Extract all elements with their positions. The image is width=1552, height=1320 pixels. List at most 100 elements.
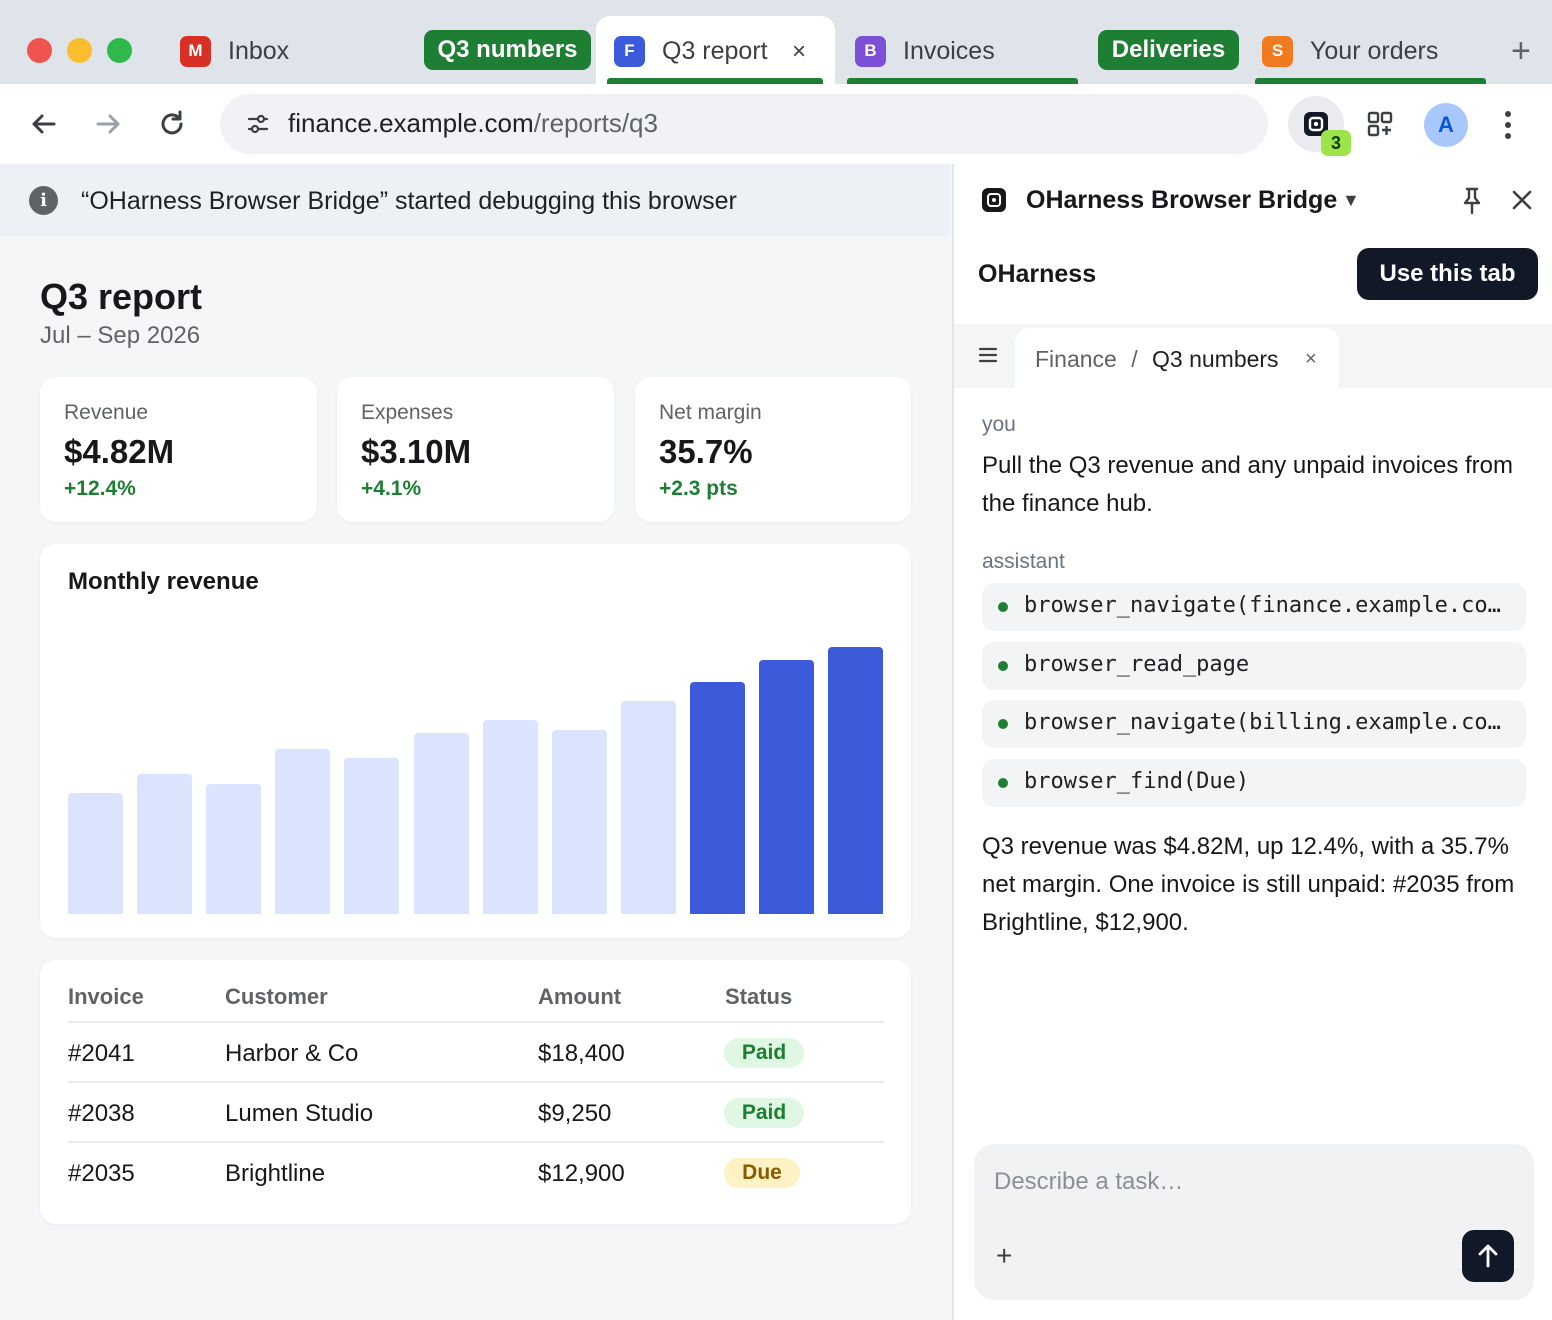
- monthly-revenue-chart-card: Monthly revenue: [40, 544, 911, 938]
- column-header-invoice: Invoice: [68, 984, 144, 1009]
- table-divider: [68, 1081, 884, 1083]
- brand-name: OHarness: [978, 260, 1097, 288]
- column-header-customer: Customer: [225, 984, 328, 1009]
- tab-your-orders[interactable]: S Your orders: [1262, 26, 1438, 76]
- thread-tab-q3-numbers[interactable]: Finance / Q3 numbers ×: [1015, 328, 1339, 388]
- tool-call-item[interactable]: browser_navigate(finance.example.com/rep…: [982, 583, 1526, 631]
- chart-bar: [620, 701, 676, 914]
- menu-icon[interactable]: [978, 346, 998, 364]
- profile-avatar[interactable]: A: [1424, 103, 1468, 147]
- cell-customer: Lumen Studio: [225, 1100, 374, 1127]
- more-options-icon[interactable]: [1503, 110, 1513, 140]
- composer: +: [974, 1144, 1534, 1300]
- pin-icon[interactable]: [1460, 186, 1484, 216]
- shop-favicon-icon: S: [1262, 35, 1293, 67]
- table-divider: [68, 1141, 884, 1143]
- tool-call-text: browser_read_page: [1024, 652, 1250, 677]
- cell-amount: $18,400: [538, 1040, 625, 1067]
- chart-bar: [275, 748, 331, 914]
- use-this-tab-button[interactable]: Use this tab: [1357, 248, 1538, 300]
- stat-label: Expenses: [361, 401, 454, 424]
- chart-bar: [759, 659, 814, 914]
- stat-value: $4.82M: [64, 433, 175, 470]
- close-thread-icon[interactable]: ×: [1305, 348, 1317, 370]
- stat-label: Net margin: [659, 401, 762, 424]
- thread-name: Q3 numbers: [1152, 346, 1279, 372]
- status-badge: Paid: [724, 1098, 804, 1128]
- back-arrow-icon[interactable]: [26, 106, 62, 142]
- tab-q3-report[interactable]: F Q3 report: [614, 26, 768, 76]
- url-path: /reports/q3: [533, 108, 658, 138]
- url-text: finance.example.com/reports/q3: [288, 108, 658, 139]
- cell-amount: $12,900: [538, 1160, 625, 1187]
- extensions-puzzle-icon[interactable]: [1366, 110, 1394, 138]
- chart-bar: [68, 793, 123, 914]
- new-tab-icon[interactable]: +: [1511, 32, 1531, 70]
- forward-arrow-icon[interactable]: [90, 106, 126, 142]
- extension-button[interactable]: [1288, 96, 1344, 152]
- page-content: Q3 report Jul – Sep 2026 Revenue $4.82M …: [0, 236, 950, 1320]
- stat-value: 35.7%: [659, 433, 753, 470]
- page-subtitle: Jul – Sep 2026: [40, 322, 201, 349]
- window-minimize-button[interactable]: [67, 38, 92, 63]
- table-divider: [68, 1021, 884, 1023]
- arrow-up-icon: [1478, 1244, 1498, 1268]
- address-bar[interactable]: finance.example.com/reports/q3: [220, 94, 1268, 154]
- task-input[interactable]: [994, 1164, 1494, 1200]
- stat-delta: +2.3 pts: [659, 477, 738, 500]
- tool-call-item[interactable]: browser_navigate(billing.example.com/inv…: [982, 700, 1526, 748]
- tool-call-text: browser_navigate(finance.example.com/rep…: [1024, 593, 1504, 618]
- thread-section: Finance: [1035, 346, 1117, 372]
- stat-label: Revenue: [64, 401, 149, 424]
- assistant-message: Q3 revenue was $4.82M, up 12.4%, with a …: [982, 833, 1515, 936]
- assistant-role-label: assistant: [982, 550, 1065, 573]
- invoices-table: Invoice Customer Amount Status #2041 Har…: [40, 960, 911, 1224]
- cell-invoice: #2041: [68, 1040, 135, 1067]
- stat-delta: +4.1%: [361, 477, 422, 500]
- status-dot-icon: [998, 602, 1008, 612]
- tab-inbox[interactable]: M Inbox: [180, 26, 289, 76]
- oharness-extension-icon: [1304, 112, 1328, 136]
- status-badge: Due: [724, 1158, 800, 1188]
- close-tab-icon[interactable]: ×: [792, 38, 807, 65]
- tab-group-q3-numbers[interactable]: Q3 numbers: [424, 30, 591, 70]
- stat-value: $3.10M: [361, 433, 472, 470]
- chart-bar: [689, 682, 745, 914]
- stat-card-net-margin: Net margin 35.7% +2.3 pts: [635, 377, 911, 522]
- tool-call-item[interactable]: browser_read_page: [982, 642, 1526, 690]
- chart-bar: [828, 647, 884, 914]
- add-attachment-icon[interactable]: +: [996, 1240, 1013, 1271]
- tab-group-underline: [1255, 78, 1486, 84]
- cell-amount: $9,250: [538, 1100, 612, 1127]
- user-message: Pull the Q3 revenue and any unpaid invoi…: [982, 452, 1513, 517]
- oharness-logo-icon: [982, 188, 1006, 212]
- status-dot-icon: [998, 661, 1008, 671]
- tab-group-underline: [607, 78, 823, 84]
- finance-favicon-icon: F: [614, 35, 645, 67]
- site-settings-icon[interactable]: [246, 112, 270, 136]
- side-panel-title[interactable]: OHarness Browser Bridge: [1026, 186, 1338, 214]
- window-zoom-button[interactable]: [107, 38, 132, 63]
- reload-icon[interactable]: [154, 106, 190, 142]
- status-badge: Paid: [724, 1038, 804, 1068]
- tab-invoices[interactable]: B Invoices: [855, 26, 995, 76]
- tool-call-item[interactable]: browser_find(Due): [982, 759, 1526, 807]
- cell-invoice: #2038: [68, 1100, 135, 1127]
- gmail-favicon-icon: M: [180, 35, 211, 67]
- chart-title: Monthly revenue: [68, 568, 259, 595]
- chevron-down-icon[interactable]: ▼: [1342, 190, 1360, 210]
- tab-label: Invoices: [903, 36, 995, 65]
- close-icon[interactable]: [1510, 188, 1534, 212]
- browser-toolbar: finance.example.com/reports/q3 A: [0, 84, 1552, 164]
- info-icon: i: [29, 186, 58, 215]
- tool-call-text: browser_navigate(billing.example.com/inv…: [1024, 710, 1504, 735]
- cell-invoice: #2035: [68, 1160, 135, 1187]
- send-button[interactable]: [1462, 1230, 1514, 1282]
- extension-badge-count: 3: [1321, 130, 1351, 156]
- thread-tabs-bar: Finance / Q3 numbers ×: [954, 324, 1552, 388]
- window-close-button[interactable]: [27, 38, 52, 63]
- tab-group-deliveries[interactable]: Deliveries: [1098, 30, 1239, 70]
- debugging-message: “OHarness Browser Bridge” started debugg…: [81, 187, 737, 215]
- cell-customer: Brightline: [225, 1160, 326, 1187]
- chart-bar: [344, 758, 400, 914]
